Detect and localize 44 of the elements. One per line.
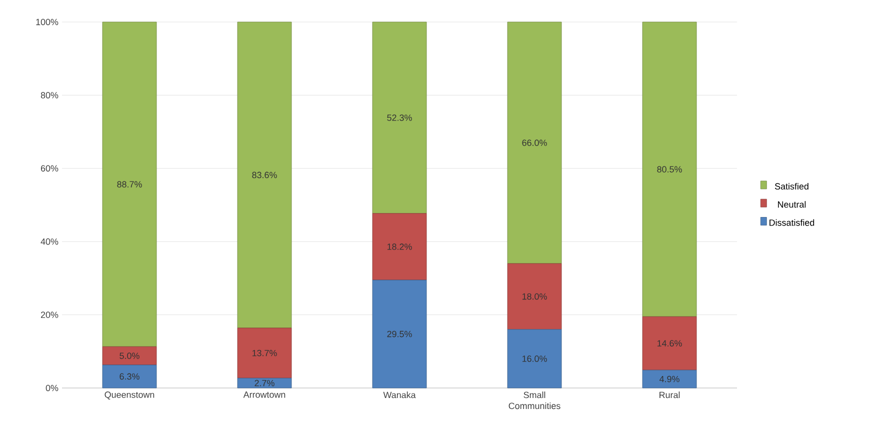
data-label: 52.3% [387, 114, 412, 121]
bar [102, 346, 157, 366]
y-tick-label: 40% [40, 238, 58, 245]
data-label: 13.7% [252, 350, 277, 356]
data-label: 5.0% [120, 352, 140, 359]
legend-label: Dissatisfied [770, 219, 814, 226]
legend-label: Satisfied [774, 182, 808, 190]
bar [507, 22, 562, 264]
bar [507, 263, 562, 330]
bar [237, 328, 292, 378]
y-tick-label: 100% [36, 18, 58, 26]
data-label: 6.3% [120, 373, 140, 380]
y-tick-label: 80% [40, 92, 58, 98]
bar [372, 22, 427, 214]
y-tick-label: 60% [40, 165, 58, 172]
data-label: 88.7% [117, 181, 142, 188]
data-label: 16.0% [522, 356, 547, 362]
bar [642, 22, 697, 317]
x-tick-label: Rural [660, 392, 680, 398]
bar [102, 364, 157, 388]
legend-label: Neutral [778, 201, 806, 208]
bar [372, 213, 427, 280]
bar [102, 22, 157, 347]
y-tick-label: 20% [40, 312, 58, 318]
x-tick-label: Queenstown [104, 392, 154, 400]
data-label: 66.0% [522, 140, 547, 146]
bar [237, 378, 292, 388]
bar [372, 280, 427, 388]
data-label: 4.9% [659, 376, 680, 382]
data-label: 18.0% [522, 293, 547, 300]
data-label: 2.7% [254, 380, 274, 386]
data-label: 14.6% [657, 340, 682, 347]
x-tick-label: Wanaka [383, 392, 416, 398]
data-label: 29.5% [387, 330, 412, 338]
bar [642, 316, 697, 370]
bar [642, 370, 697, 388]
bar [507, 329, 562, 388]
data-label: 80.5% [657, 166, 682, 172]
bar [237, 22, 292, 328]
data-label: 83.6% [252, 172, 277, 178]
data-label: 18.2% [387, 244, 412, 250]
y-tick-label: 0% [46, 384, 58, 392]
x-tick-label: Arrowtown [243, 392, 286, 398]
x-tick-label: Small Communities [508, 392, 560, 410]
